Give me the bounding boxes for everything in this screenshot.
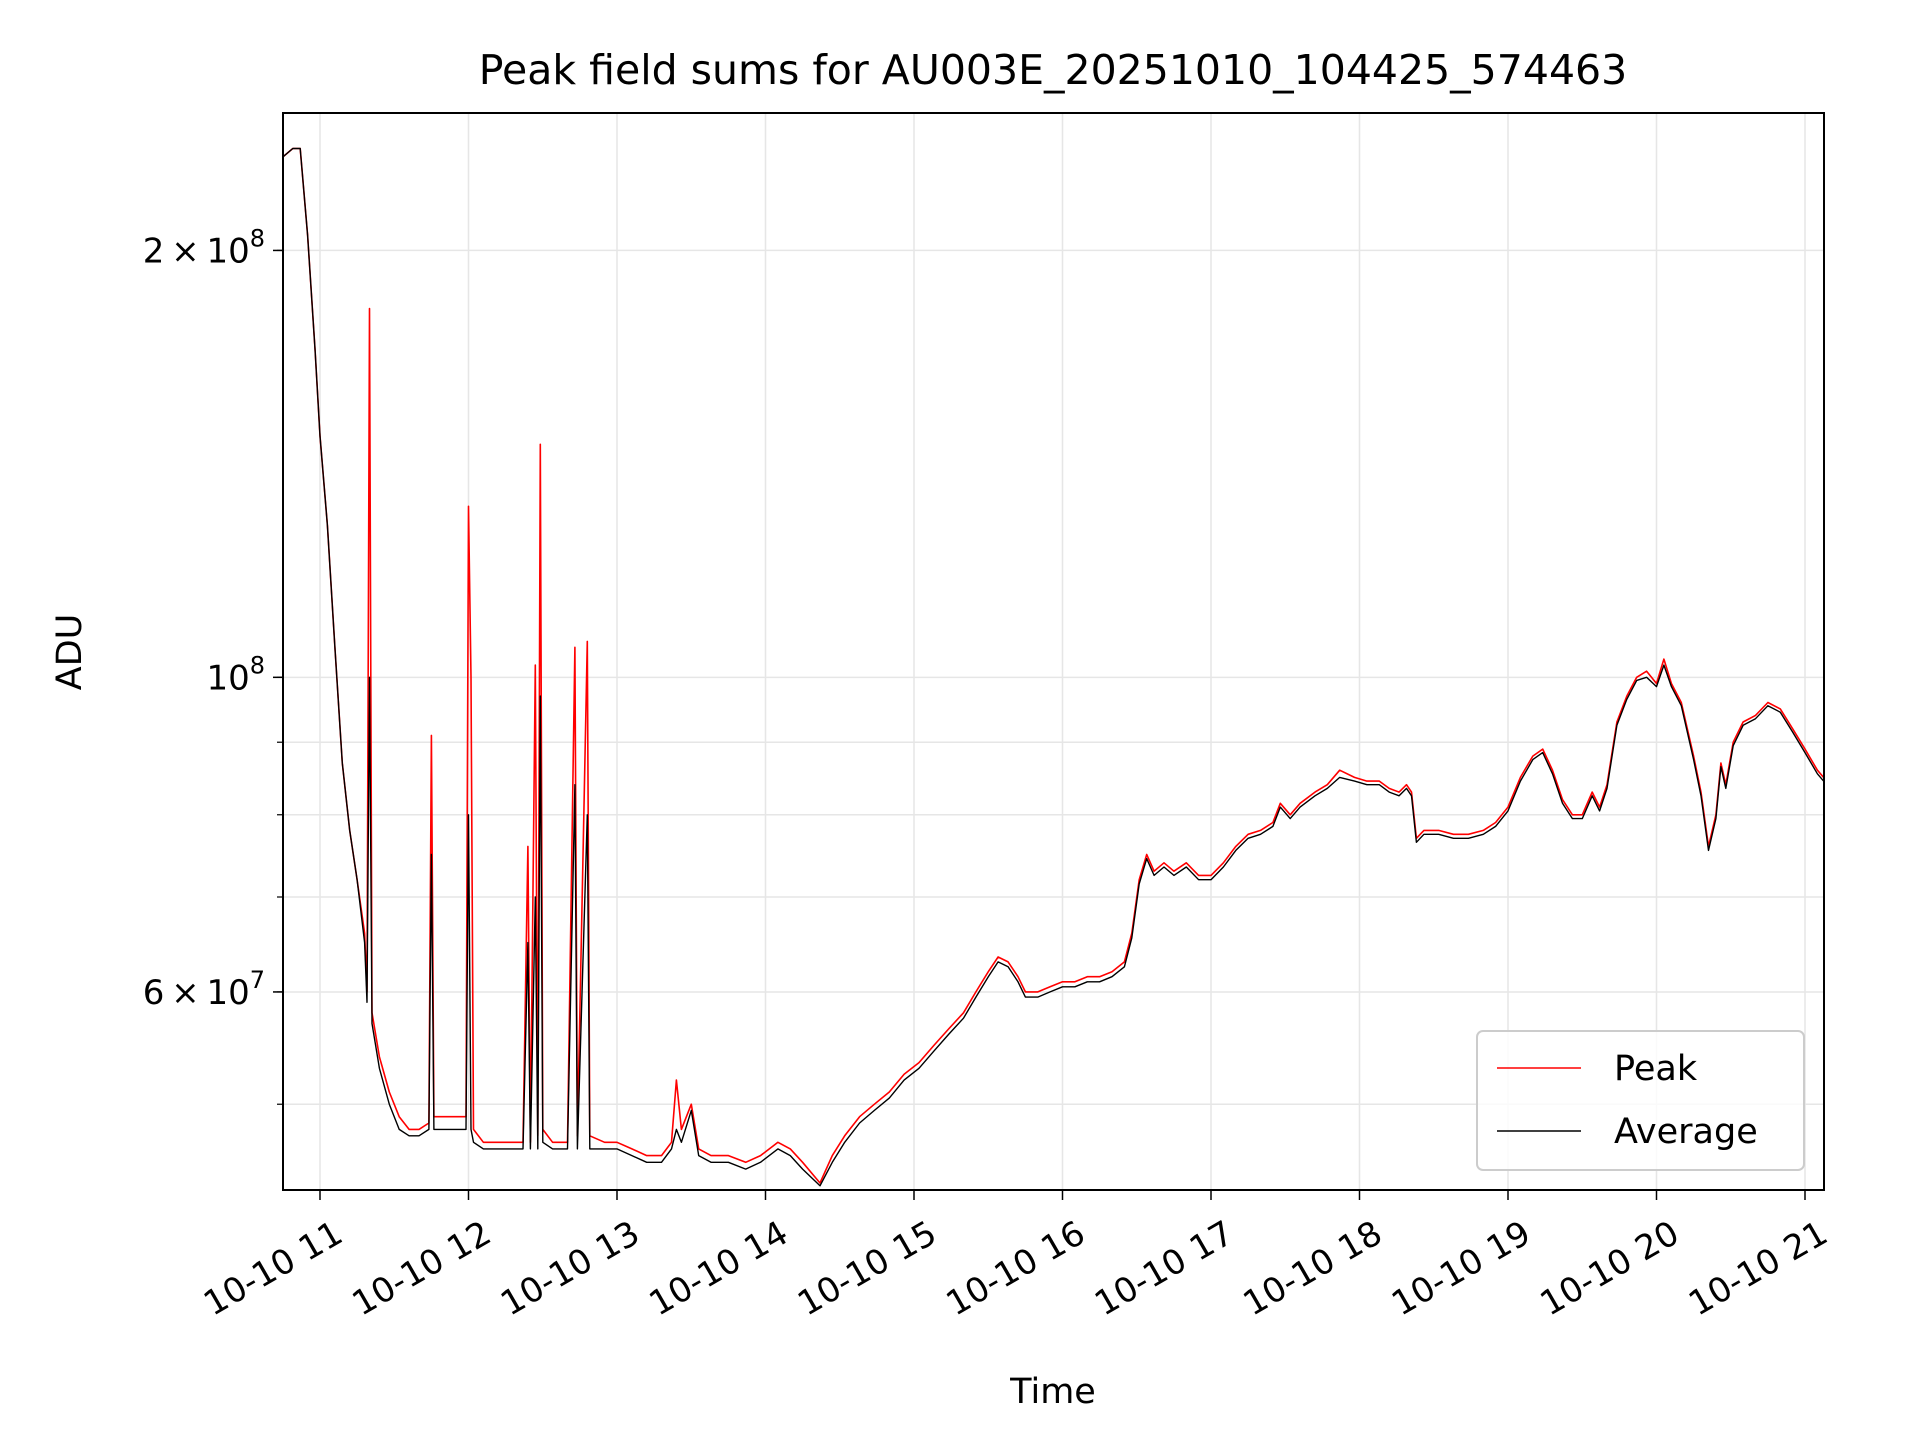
series-line-average (283, 147, 1824, 1187)
y-axis: 2 × 108 108 6 × 107 (143, 224, 283, 1105)
grid (283, 113, 1824, 1190)
legend-peak-label: Peak (1614, 1049, 1698, 1089)
y-axis-label: ADU (50, 614, 90, 691)
plot-frame (282, 112, 1825, 1191)
y-tick-label: 2 × 108 (143, 224, 265, 271)
legend-average-label: Average (1614, 1112, 1758, 1152)
y-tick-label: 6 × 107 (143, 966, 265, 1013)
x-axis-label: Time (1009, 1372, 1096, 1412)
legend: Peak Average (1476, 1030, 1805, 1171)
series-line-peak (283, 147, 1824, 1184)
series-layer (283, 147, 1824, 1187)
chart-title: Peak field sums for AU003E_20251010_1044… (479, 46, 1627, 94)
legend-box (1476, 1030, 1805, 1171)
y-tick-label: 108 (206, 651, 265, 698)
